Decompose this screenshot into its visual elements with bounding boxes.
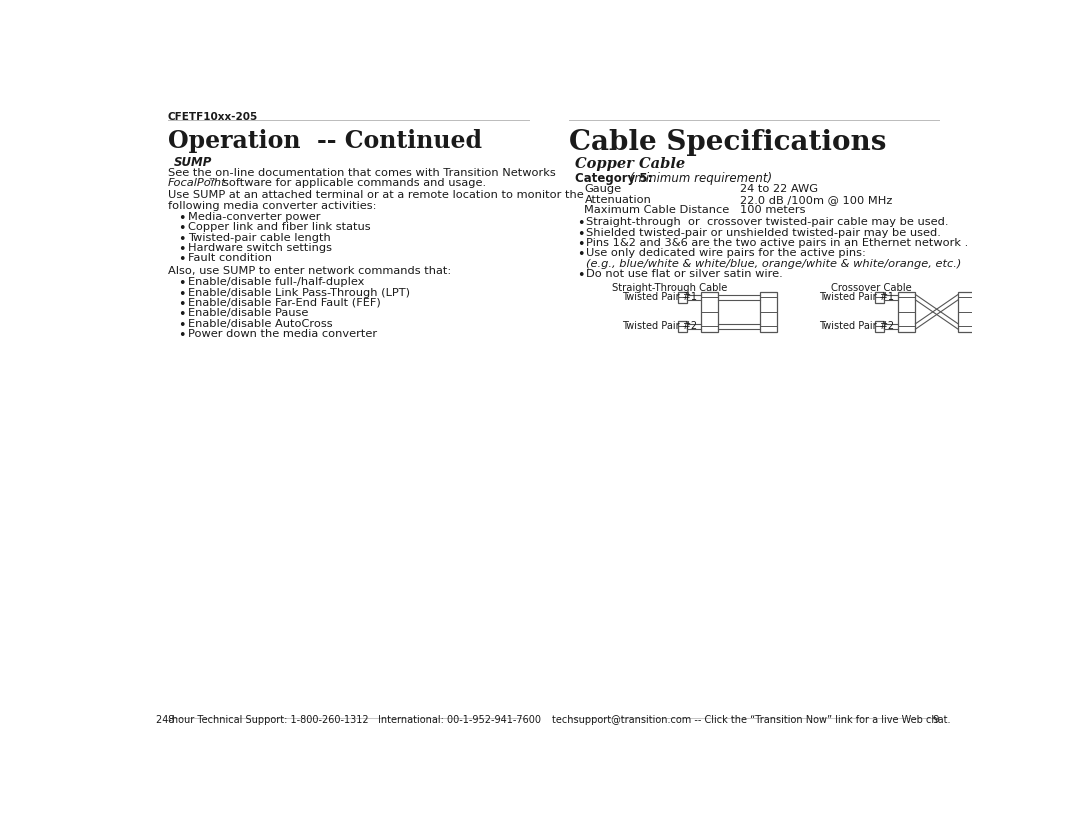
Text: Do not use flat or silver satin wire.: Do not use flat or silver satin wire. [586, 269, 783, 279]
Text: techsupport@transition.com -- Click the “Transition Now” link for a live Web cha: techsupport@transition.com -- Click the … [552, 716, 950, 726]
Text: •: • [577, 217, 584, 230]
Bar [875, 321, 885, 332]
Text: Attenuation: Attenuation [584, 195, 651, 205]
Text: Media-converter power: Media-converter power [188, 212, 320, 222]
Text: Straight-through  or  crossover twisted-pair cable may be used.: Straight-through or crossover twisted-pa… [586, 217, 948, 227]
Text: Power down the media converter: Power down the media converter [188, 329, 377, 339]
Text: 24 to 22 AWG: 24 to 22 AWG [740, 184, 818, 194]
Text: Pins 1&2 and 3&6 are the two active pairs in an Ethernet network .: Pins 1&2 and 3&6 are the two active pair… [586, 238, 969, 248]
Text: Twisted Pair #1: Twisted Pair #1 [820, 292, 894, 302]
Text: (minimum requirement): (minimum requirement) [626, 173, 772, 185]
Text: Shielded twisted-pair or unshielded twisted-pair may be used.: Shielded twisted-pair or unshielded twis… [586, 228, 941, 238]
Text: •: • [178, 212, 186, 224]
Text: Enable/disable Pause: Enable/disable Pause [188, 309, 308, 319]
Text: 100 meters: 100 meters [740, 205, 805, 215]
Text: Fault condition: Fault condition [188, 254, 272, 264]
Text: Category 5:: Category 5: [576, 173, 652, 185]
Text: Enable/disable Link Pass-Through (LPT): Enable/disable Link Pass-Through (LPT) [188, 288, 409, 298]
Text: Maximum Cable Distance: Maximum Cable Distance [584, 205, 730, 215]
Text: Enable/disable full-/half-duplex: Enable/disable full-/half-duplex [188, 277, 364, 287]
Text: •: • [178, 277, 186, 290]
Bar [958, 292, 975, 332]
Text: Enable/disable AutoCross: Enable/disable AutoCross [188, 319, 333, 329]
Text: Copper link and fiber link status: Copper link and fiber link status [188, 222, 370, 232]
Text: •: • [577, 249, 584, 261]
Text: FocalPoint: FocalPoint [167, 178, 226, 188]
Bar [760, 292, 778, 332]
Bar [899, 292, 916, 332]
Text: Hardware switch settings: Hardware switch settings [188, 243, 332, 253]
Text: Straight-Through Cable: Straight-Through Cable [612, 283, 728, 293]
Text: •: • [577, 238, 584, 251]
Text: (e.g., blue/white & white/blue, orange/white & white/orange, etc.): (e.g., blue/white & white/blue, orange/w… [586, 259, 961, 269]
Text: Enable/disable Far-End Fault (FEF): Enable/disable Far-End Fault (FEF) [188, 298, 380, 308]
Text: Gauge: Gauge [584, 184, 622, 194]
Text: •: • [577, 269, 584, 282]
Text: Copper Cable: Copper Cable [576, 157, 686, 171]
Text: •: • [577, 228, 584, 240]
Text: Use SUMP at an attached terminal or at a remote location to monitor the: Use SUMP at an attached terminal or at a… [167, 190, 583, 200]
Text: Also, use SUMP to enter network commands that:: Also, use SUMP to enter network commands… [167, 266, 450, 276]
Bar [701, 292, 718, 332]
Text: CFETF10xx-205: CFETF10xx-205 [167, 113, 258, 123]
Text: 24-hour Technical Support: 1-800-260-1312   International: 00-1-952-941-7600: 24-hour Technical Support: 1-800-260-131… [156, 716, 541, 726]
Text: Use only dedicated wire pairs for the active pins:: Use only dedicated wire pairs for the ac… [586, 249, 866, 259]
Text: 9: 9 [933, 716, 940, 726]
Text: •: • [178, 254, 186, 266]
Text: •: • [178, 233, 186, 245]
Text: Twisted-pair cable length: Twisted-pair cable length [188, 233, 330, 243]
Text: •: • [178, 298, 186, 311]
Text: 8: 8 [167, 716, 174, 726]
Text: •: • [178, 309, 186, 321]
Text: Cable Specifications: Cable Specifications [569, 129, 887, 156]
Text: •: • [178, 288, 186, 300]
Text: Twisted Pair #2: Twisted Pair #2 [820, 321, 894, 331]
Text: Crossover Cable: Crossover Cable [831, 283, 912, 293]
Text: •: • [178, 222, 186, 235]
Text: SUMP: SUMP [174, 155, 212, 168]
Text: Operation  -- Continued: Operation -- Continued [167, 129, 482, 153]
Text: 22.0 dB /100m @ 100 MHz: 22.0 dB /100m @ 100 MHz [740, 195, 892, 205]
Bar [875, 292, 885, 303]
Text: Twisted Pair #2: Twisted Pair #2 [622, 321, 697, 331]
Text: Twisted Pair #1: Twisted Pair #1 [622, 292, 697, 302]
Bar [677, 321, 687, 332]
Bar [677, 292, 687, 303]
Text: •: • [178, 329, 186, 342]
Text: following media converter activities:: following media converter activities: [167, 200, 376, 210]
Text: ™ software for applicable commands and usage.: ™ software for applicable commands and u… [207, 178, 486, 188]
Text: •: • [178, 243, 186, 256]
Text: See the on-line documentation that comes with Transition Networks: See the on-line documentation that comes… [167, 168, 555, 178]
Text: •: • [178, 319, 186, 332]
